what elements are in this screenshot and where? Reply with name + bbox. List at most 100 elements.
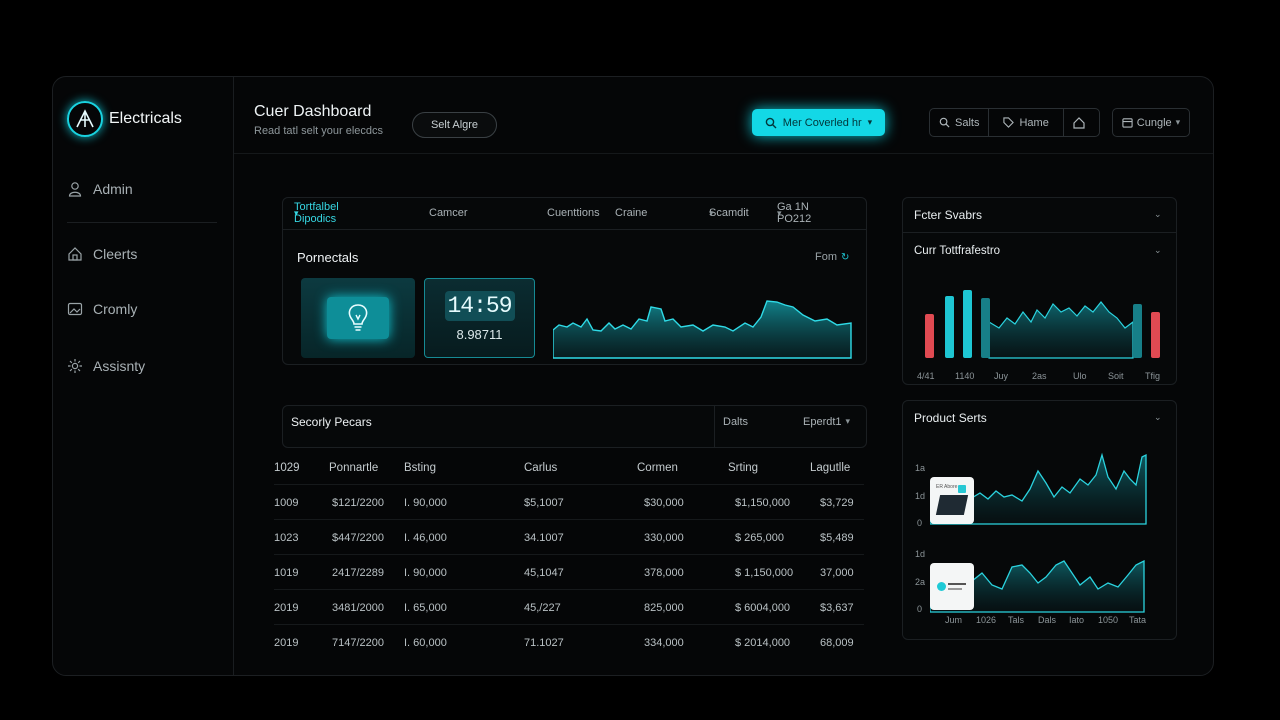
x-tick-label: Juy <box>994 371 1009 381</box>
toolbar-tag-button[interactable]: Hame <box>989 109 1064 136</box>
chevron-down-icon[interactable]: ⌄ <box>1154 209 1162 219</box>
primary-action-button[interactable]: Mer Coverled hr ▾ <box>752 109 885 136</box>
sidebar-divider <box>67 222 217 223</box>
chart-bar <box>963 290 972 358</box>
y-tick-label: 0 <box>917 518 923 528</box>
table-filter-a[interactable]: Dalts <box>723 416 749 428</box>
chevron-down-icon: ▾ <box>709 207 714 218</box>
table-cell: 45,1047 <box>524 567 564 579</box>
bar-area-chart <box>925 290 1160 359</box>
table-cell: 334,000 <box>644 637 684 649</box>
home-icon <box>1073 116 1085 129</box>
clock-time: 14:59 <box>444 291 515 321</box>
table-filter-b[interactable]: Eperdt1 ▾ <box>803 416 850 428</box>
widget-link[interactable]: Fom ↻ <box>815 251 849 263</box>
top-header: Cuer Dashboard Read tatl selt your elecd… <box>234 77 1213 154</box>
chart-bar <box>1151 312 1160 358</box>
divider <box>902 232 1177 233</box>
column-header[interactable]: Ponnartle <box>329 462 379 474</box>
table-cell: 71.1027 <box>524 637 564 649</box>
tab-craine[interactable]: Craine <box>615 207 648 219</box>
table-row[interactable]: 1023 $447/2200 I. 46,000 34.1007 330,000… <box>274 520 864 555</box>
table-cell: I. 90,000 <box>404 567 447 579</box>
home-icon <box>68 247 82 261</box>
column-header[interactable]: 1029 <box>274 462 300 474</box>
column-header[interactable]: Cormen <box>637 462 678 474</box>
tab-cuenttions[interactable]: Cuenttions <box>547 207 600 219</box>
table-row[interactable]: 1019 2417/2289 I. 90,000 45,1047 378,000… <box>274 555 864 590</box>
x-tick-label: Ulo <box>1073 371 1087 381</box>
column-header[interactable]: Srting <box>728 462 759 474</box>
brand-name: Electricals <box>109 110 182 127</box>
widget-title: Pornectals <box>297 250 359 265</box>
brand-logo[interactable]: Electricals <box>67 101 182 137</box>
table-cell: $ 1,150,000 <box>735 567 794 579</box>
sidebar-item-label: Admin <box>93 181 133 197</box>
image-icon <box>67 302 83 316</box>
table-filter-label: Eperdt1 <box>803 416 842 428</box>
x-tick-label: Tfig <box>1145 371 1161 381</box>
area-chart-main <box>553 300 852 359</box>
x-tick-label: Jum <box>945 615 963 625</box>
x-tick-label: 1140 <box>955 371 975 381</box>
divider <box>714 405 715 448</box>
tab-camcer[interactable]: Camcer <box>429 207 468 219</box>
chevron-down-icon: ▾ <box>777 207 782 218</box>
column-header[interactable]: Carlus <box>524 462 558 474</box>
x-tick-label: Tals <box>1008 615 1025 625</box>
table-row[interactable]: 2019 7147/2200 I. 60,000 71.1027 334,000… <box>274 625 864 660</box>
user-icon <box>68 182 82 197</box>
sidebar-item-cleerts[interactable]: Cleerts <box>67 246 137 262</box>
language-dropdown[interactable]: Cungle ▾ <box>1112 108 1190 137</box>
x-tick-label: 4/41 <box>917 371 935 381</box>
column-header[interactable]: Lagutlle <box>810 462 851 474</box>
toolbar-search-button[interactable]: Salts <box>930 109 990 136</box>
line-chart-top <box>930 452 1147 525</box>
toolbar-label: Salts <box>955 116 980 129</box>
app-window: Electricals Admin Cleerts Cromly Assisnt… <box>52 76 1214 676</box>
table-row[interactable]: 1009 $121/2200 I. 90,000 $5,1007 $30,000… <box>274 485 864 520</box>
sidebar-item-cromly[interactable]: Cromly <box>67 301 137 317</box>
chart-bar <box>981 298 990 358</box>
chevron-down-icon[interactable]: ⌄ <box>1154 245 1162 255</box>
column-header[interactable]: Bsting <box>404 462 436 474</box>
table-cell: 2417/2289 <box>332 567 384 579</box>
filter-card-title: Fcter Svabrs <box>914 208 983 222</box>
table-cell: I. 46,000 <box>404 532 447 544</box>
bulb-tile[interactable] <box>301 278 415 358</box>
chevron-down-icon: ▾ <box>845 416 851 426</box>
table-cell: $3,637 <box>820 602 854 614</box>
product-image <box>935 495 969 515</box>
table-cell: 1009 <box>274 497 299 509</box>
product-logo-line <box>948 583 966 585</box>
table-cell: 34.1007 <box>524 532 564 544</box>
filter-card-subtitle: Curr Tottfrafestro <box>914 245 1001 257</box>
sidebar-item-label: Assisnty <box>93 358 146 374</box>
product-thumbnail[interactable]: ER Abore <box>930 477 974 524</box>
table-cell: $121/2200 <box>332 497 384 509</box>
product-thumbnail[interactable] <box>930 563 974 610</box>
table-cell: I. 65,000 <box>404 602 447 614</box>
gear-icon <box>68 359 82 373</box>
brand-logo-icon <box>67 101 103 137</box>
lightbulb-icon <box>348 304 368 331</box>
select-button[interactable]: Selt Algre <box>412 112 497 138</box>
product-logo-line <box>948 588 962 590</box>
chart-bar <box>945 296 954 358</box>
table-cell: I. 60,000 <box>404 637 447 649</box>
table-cell: 68,009 <box>820 637 854 649</box>
table-row[interactable]: 2019 3481/2000 I. 65,000 45,/227 825,000… <box>274 590 864 625</box>
chart-bar <box>1133 304 1142 358</box>
tab-label: Ga 1N PO212 <box>777 201 812 225</box>
chevron-down-icon[interactable]: ⌄ <box>1154 412 1162 422</box>
toolbar-home-button[interactable] <box>1064 109 1094 136</box>
table-cell: $3,729 <box>820 497 854 509</box>
line-chart-bottom <box>930 559 1145 613</box>
chevron-down-icon: ▾ <box>867 117 873 127</box>
table-cell: 7147/2200 <box>332 637 384 649</box>
table-cell: 1023 <box>274 532 299 544</box>
chart-bar <box>925 314 934 358</box>
sidebar-item-admin[interactable]: Admin <box>67 181 133 197</box>
page-subtitle: Read tatl selt your elecdcs <box>254 125 384 137</box>
sidebar-item-assisnty[interactable]: Assisnty <box>67 358 145 374</box>
